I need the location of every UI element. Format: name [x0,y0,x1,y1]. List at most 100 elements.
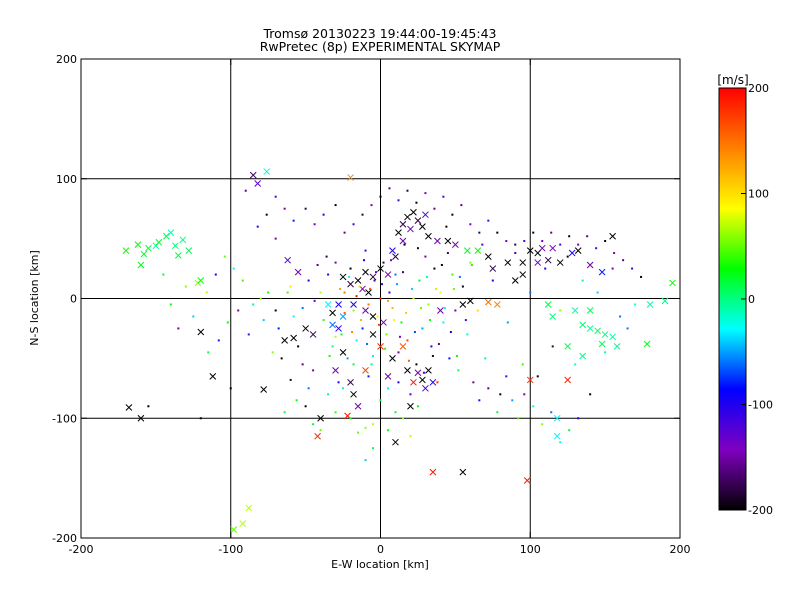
data-point-dot [505,240,508,243]
data-point-dot [325,255,328,258]
data-point-dot [337,381,340,384]
data-point-cross [586,307,594,314]
data-point-dot [327,273,330,276]
data-point-dot [283,207,286,210]
data-point-cross [661,297,669,305]
data-point-cross [179,236,187,244]
data-point-dot [464,319,467,322]
data-point-dot [403,243,406,246]
data-point-cross [504,259,512,266]
data-point-dot [352,223,355,226]
x-tick-label: -200 [69,543,94,556]
data-point-dot [162,273,165,276]
data-point-dot [301,307,304,310]
data-point-dot [388,187,391,190]
data-point-cross [290,334,297,342]
data-point-cross [519,259,527,266]
data-point-dot [389,259,392,262]
data-point-dot [331,345,334,348]
data-point-cross [317,414,324,422]
data-point-cross [613,343,621,350]
data-point-dot [412,297,415,300]
data-point-cross [354,277,362,284]
data-point-cross [609,232,616,240]
data-point-dot [416,405,419,408]
data-point-dot [400,321,403,324]
data-point-dot [536,375,539,378]
data-point-cross [466,297,474,305]
data-point-cross [511,277,519,284]
data-point-cross [249,171,257,179]
data-point-dot [404,311,407,314]
data-point-cross [171,242,179,250]
data-point-dot [343,231,346,234]
data-point-dot [351,331,354,334]
data-point-dot [619,315,622,318]
data-point-cross [324,301,332,308]
data-point-cross [239,520,247,527]
data-point-dot [391,307,394,310]
data-point-cross [425,366,432,374]
data-point-dot [398,335,401,338]
data-point-dot [577,243,580,246]
data-point-dot [487,387,490,390]
data-point-dot [177,327,180,330]
data-point-dot [499,393,502,396]
data-point-dot [455,354,458,357]
data-point-cross [137,261,145,269]
data-point-cross [407,225,414,233]
data-point-dot [529,291,532,294]
data-point-cross [335,325,342,332]
data-point-dot [448,357,451,360]
data-point-dot [280,357,283,360]
data-point-dot [481,243,484,246]
data-point-cross [302,325,309,332]
data-point-dot [355,295,358,298]
data-point-dot [342,387,345,390]
data-point-cross [556,259,564,266]
data-point-cross [526,247,534,254]
data-point-dot [346,357,349,360]
data-point-cross [125,404,133,411]
data-point-dot [267,291,270,294]
data-point-cross [260,386,268,393]
data-point-dot [360,319,363,322]
data-point-dot [301,363,304,366]
data-point-dot [226,321,229,324]
data-point-dot [312,369,315,372]
data-point-cross [404,213,411,221]
data-point-cross [362,366,369,374]
data-point-dot [461,285,464,288]
data-point-dot [312,423,315,426]
data-point-cross [347,174,354,181]
data-point-cross [263,168,271,175]
data-point-cross [399,343,407,350]
y-tick-label: 200 [56,53,77,66]
data-point-dot [247,333,250,336]
data-point-dot [340,333,343,336]
data-point-cross [155,238,163,246]
data-point-cross [464,247,471,254]
data-point-dot [385,333,388,336]
data-point-cross [669,279,676,287]
data-point-dot [363,259,366,262]
data-point-cross [362,307,369,314]
data-point-dot [523,240,526,243]
data-point-dot [355,339,358,342]
data-point-cross [553,432,561,440]
data-point-dot [451,273,454,276]
data-point-dot [352,363,355,366]
data-point-dot [334,204,337,207]
data-point-dot [375,271,378,274]
data-point-dot [491,279,494,282]
data-point-cross [594,327,601,335]
data-point-dot [277,327,280,330]
data-point-dot [445,225,448,228]
data-point-dot [307,279,310,282]
data-point-dot [596,291,599,294]
data-point-dot [372,354,375,357]
data-point-dot [496,231,499,234]
data-point-dot [401,271,404,274]
data-point-dot [259,297,262,300]
